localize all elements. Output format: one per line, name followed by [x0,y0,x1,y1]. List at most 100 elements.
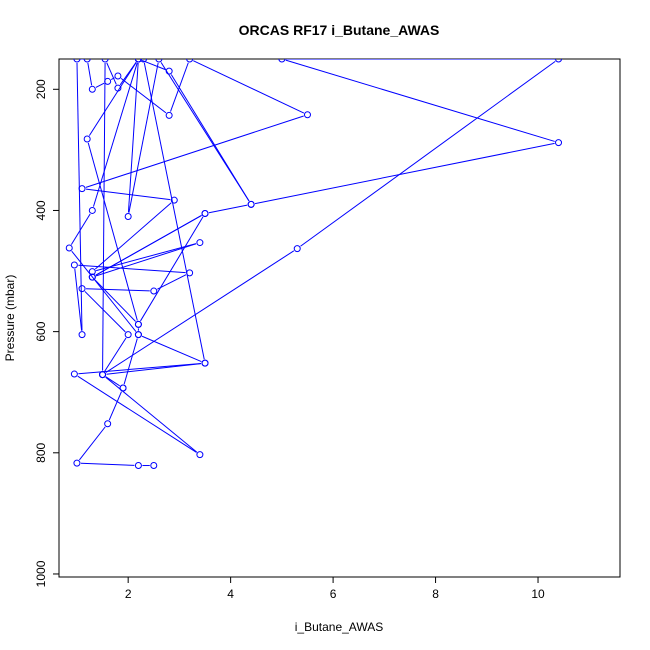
series-segment [143,62,205,360]
data-point [101,59,109,63]
series-segment [96,243,197,272]
data-point [196,239,204,247]
data-point [104,420,112,428]
data-point [170,196,178,204]
data-point [65,244,73,252]
series-segment [84,291,126,333]
x-tick-label: 6 [330,587,337,601]
data-point [303,111,311,119]
data-point [70,261,78,269]
series-segment [77,375,197,453]
data-point [73,459,81,467]
series-segment [102,62,106,371]
data-point [88,268,96,276]
series-segment [300,60,556,247]
data-point [134,320,142,328]
data-point [99,371,107,379]
series-segment [95,243,197,277]
series-segment [74,268,83,331]
series-segment [157,274,187,290]
series-segment [141,335,202,363]
series-segment [105,376,198,453]
data-point [247,200,255,208]
data-point [201,359,209,367]
series-segment [123,338,138,385]
series-segment [120,78,167,114]
y-axis: 200 400 600 800 1000 [34,79,59,587]
data-point [555,59,563,63]
series-segment [141,60,166,71]
y-tick-label: 1000 [34,560,48,587]
data-point [278,59,286,63]
x-tick-label: 4 [227,587,234,601]
data-point [78,185,86,193]
series-segment [70,213,91,245]
chart-title: ORCAS RF17 i_Butane_AWAS [239,22,440,38]
series-segment [193,60,305,114]
data-point [196,451,204,459]
data-point [201,209,209,217]
series-segment [85,115,304,188]
y-tick-label: 600 [34,321,48,341]
series-segment [95,82,105,88]
series-segment [106,363,202,375]
series-segment [85,188,171,201]
series-segment [208,204,248,214]
data-point [78,331,86,339]
y-tick-label: 800 [34,442,48,462]
series-segment [104,337,127,372]
data-point [83,59,91,63]
data-point [134,462,142,470]
data-point [134,59,142,63]
series-segment [128,62,159,213]
data-point [70,370,78,378]
data-point [104,77,112,85]
series-segment [87,142,138,321]
series-segment [80,462,135,466]
series-segment [92,62,138,207]
data-point [140,59,148,63]
series-segment [127,62,139,213]
series-segment [95,215,202,276]
series-segment [94,279,136,322]
series-segment [78,264,186,274]
series-segment [105,376,120,387]
data-point [150,462,158,470]
series-layer [65,59,563,470]
series-segment [78,362,202,375]
series-segment [86,288,150,292]
series-segment [94,202,172,270]
x-tick-label: 8 [432,587,439,601]
y-tick-label: 400 [34,200,48,220]
data-point [555,139,563,147]
data-point [124,213,132,221]
data-point [114,72,122,80]
data-point [88,85,96,93]
data-point [88,206,96,214]
data-point [165,67,173,75]
series-segment [140,216,204,322]
series-segment [88,62,137,136]
series-segment [78,426,106,461]
series-segment [285,59,555,142]
data-point [155,59,163,63]
series-segment [87,62,93,86]
data-point [186,59,194,63]
data-point [114,84,122,92]
x-tick-label: 2 [125,587,132,601]
data-point [83,135,91,143]
x-tick-label: 10 [531,587,545,601]
data-point [134,331,142,339]
x-axis: 2 4 6 8 10 [125,577,545,601]
series-segment [160,62,250,202]
series-segment [71,250,137,332]
data-point [88,273,96,281]
data-point [78,285,86,293]
series-segment [105,250,295,373]
plot-frame [58,58,621,578]
y-tick-label: 200 [34,79,48,99]
data-point [186,269,194,277]
data-point [73,59,81,63]
